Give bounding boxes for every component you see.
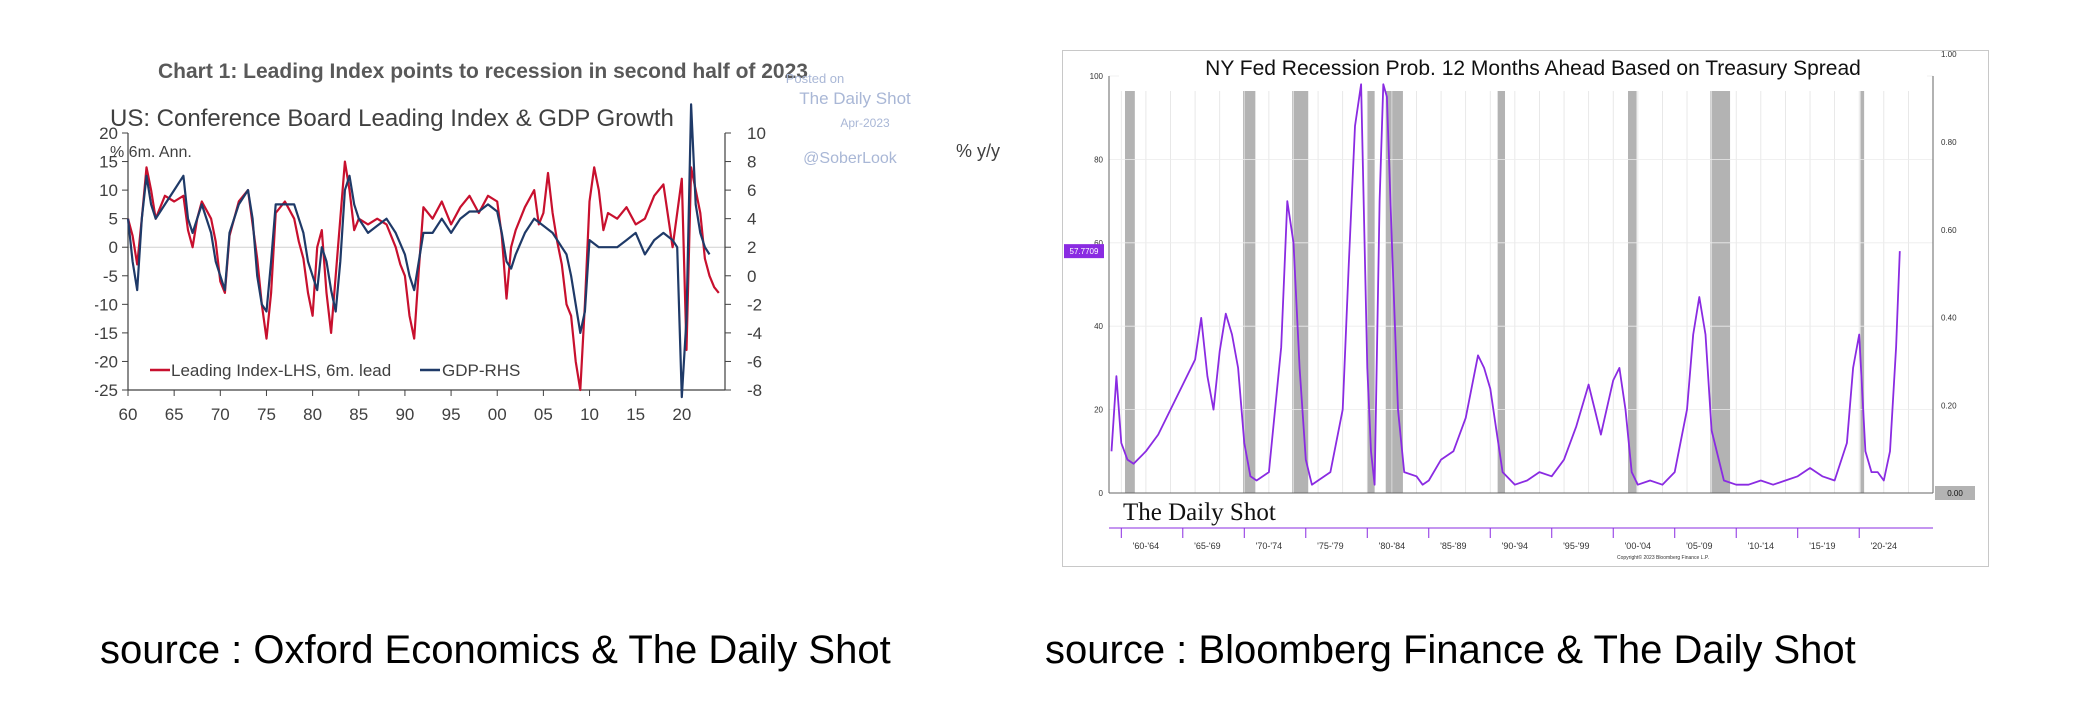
x-tick-label: 20 xyxy=(672,405,691,424)
chart-2-title: NY Fed Recession Prob. 12 Months Ahead B… xyxy=(1205,57,1861,80)
x-tick-label: '65-'69 xyxy=(1194,541,1220,551)
right-y-tick-label: 10 xyxy=(747,124,766,143)
x-tick-label: '80-'84 xyxy=(1379,541,1405,551)
recession-bar xyxy=(1292,91,1309,493)
left-y-tick-label: 0 xyxy=(109,238,118,257)
chart-2-title-background xyxy=(1119,53,1927,87)
left-y-tick-label: -15 xyxy=(95,324,118,343)
x-tick-label: 60 xyxy=(119,405,138,424)
left-y-tick-label: 60 xyxy=(1094,239,1103,248)
watermark: Posted on The Daily Shot Apr-2023 @Sober… xyxy=(786,71,911,167)
left-y-tick-label: -5 xyxy=(103,267,118,286)
watermark-line-3: Apr-2023 xyxy=(840,116,890,130)
watermark-line-2: The Daily Shot xyxy=(799,89,911,108)
right-y-tick-label: 0.40 xyxy=(1941,314,1957,323)
right-y-tick-label: -4 xyxy=(747,324,762,343)
left-y-tick-label: 20 xyxy=(99,124,118,143)
right-y-tick-label: 0 xyxy=(747,267,756,286)
x-tick-label: 85 xyxy=(349,405,368,424)
right-y-tick-label: 8 xyxy=(747,153,756,172)
right-source-caption: source : Bloomberg Finance & The Daily S… xyxy=(1045,628,1856,672)
recession-bar xyxy=(1497,91,1506,493)
x-tick-label: '60-'64 xyxy=(1133,541,1159,551)
x-tick-label: 65 xyxy=(165,405,184,424)
recession-bar xyxy=(1860,91,1865,493)
x-tick-label: '75-'79 xyxy=(1317,541,1343,551)
x-tick-label: 90 xyxy=(395,405,414,424)
recession-bar xyxy=(1627,91,1637,493)
x-tick-label: '05-'09 xyxy=(1686,541,1712,551)
left-y-tick-label: -20 xyxy=(95,352,118,371)
daily-shot-logo: The Daily Shot xyxy=(1123,499,1276,526)
right-y-tick-label: -2 xyxy=(747,295,762,314)
left-y-tick-label: 40 xyxy=(1094,322,1103,331)
x-tick-label: 70 xyxy=(211,405,230,424)
recession-probability-chart: NY Fed Recession Prob. 12 Months Ahead B… xyxy=(1064,51,1975,561)
right-chart-panel: NY Fed Recession Prob. 12 Months Ahead B… xyxy=(1062,50,1989,567)
gdp-line xyxy=(126,103,711,399)
right-y-tick-label: 0.20 xyxy=(1941,402,1957,411)
right-y-tick-label: -8 xyxy=(747,381,762,400)
chart-1-left-axis-label: % 6m. Ann. xyxy=(110,144,192,161)
left-y-tick-label: -25 xyxy=(95,381,118,400)
recession-bar xyxy=(1367,91,1375,493)
watermark-line-1: Posted on xyxy=(786,71,845,86)
legend-label-gdp: GDP-RHS xyxy=(442,361,520,380)
recession-bar xyxy=(1243,91,1256,493)
left-y-tick-label: 100 xyxy=(1090,72,1104,81)
left-y-tick-label: 80 xyxy=(1094,155,1103,164)
x-tick-label: '20-'24 xyxy=(1871,541,1897,551)
right-y-tick-label: 4 xyxy=(747,210,756,229)
x-tick-label: 15 xyxy=(626,405,645,424)
x-tick-label: 75 xyxy=(257,405,276,424)
right-y-tick-label: 6 xyxy=(747,181,756,200)
chart-1-title: Chart 1: Leading Index points to recessi… xyxy=(158,60,808,83)
left-y-tick-label: 0 xyxy=(1099,489,1104,498)
x-tick-label: '85-'89 xyxy=(1440,541,1466,551)
logo-background xyxy=(1121,498,1361,526)
last-value-tag-label: 57.7709 xyxy=(1070,247,1099,256)
x-tick-label: '15-'19 xyxy=(1809,541,1835,551)
right-axis-value-tag xyxy=(1935,486,1975,500)
right-y-tick-label: -6 xyxy=(747,352,762,371)
recession-bar xyxy=(1710,91,1731,493)
copyright-text: Copyright© 2023 Bloomberg Finance L.P. xyxy=(1617,554,1709,561)
x-tick-label: '10-'14 xyxy=(1748,541,1774,551)
x-tick-label: '00-'04 xyxy=(1625,541,1651,551)
x-tick-label: '90-'94 xyxy=(1502,541,1528,551)
right-y-tick-label: 0.80 xyxy=(1941,138,1957,147)
x-tick-label: 00 xyxy=(488,405,507,424)
leading-index-line xyxy=(126,160,720,392)
x-tick-label: '95-'99 xyxy=(1563,541,1589,551)
x-tick-label: 10 xyxy=(580,405,599,424)
chart-1-right-axis-label: % y/y xyxy=(956,141,1000,161)
leading-index-gdp-chart: Chart 1: Leading Index points to recessi… xyxy=(95,60,1000,424)
x-tick-label: '70-'74 xyxy=(1256,541,1282,551)
x-tick-label: 05 xyxy=(534,405,553,424)
left-chart-panel: Chart 1: Leading Index points to recessi… xyxy=(95,45,1040,570)
right-y-tick-label: 1.00 xyxy=(1941,51,1957,59)
chart-1-subtitle: US: Conference Board Leading Index & GDP… xyxy=(110,105,674,132)
left-y-tick-label: 20 xyxy=(1094,406,1103,415)
x-tick-label: 95 xyxy=(442,405,461,424)
left-y-tick-label: -10 xyxy=(95,295,118,314)
right-axis-value-tag-label: 0.00 xyxy=(1947,489,1963,498)
left-y-tick-label: 10 xyxy=(99,181,118,200)
right-y-tick-label: 2 xyxy=(747,238,756,257)
legend-label-leading: Leading Index-LHS, 6m. lead xyxy=(171,361,391,380)
right-y-tick-label: 0.60 xyxy=(1941,226,1957,235)
left-y-tick-label: 5 xyxy=(109,210,118,229)
last-value-tag xyxy=(1064,244,1104,259)
x-tick-label: 80 xyxy=(303,405,322,424)
left-y-tick-label: 15 xyxy=(99,153,118,172)
left-source-caption: source : Oxford Economics & The Daily Sh… xyxy=(100,628,891,672)
watermark-line-4: @SoberLook xyxy=(803,150,898,167)
recession-probability-line xyxy=(1110,83,1901,486)
recession-bar xyxy=(1124,91,1135,493)
